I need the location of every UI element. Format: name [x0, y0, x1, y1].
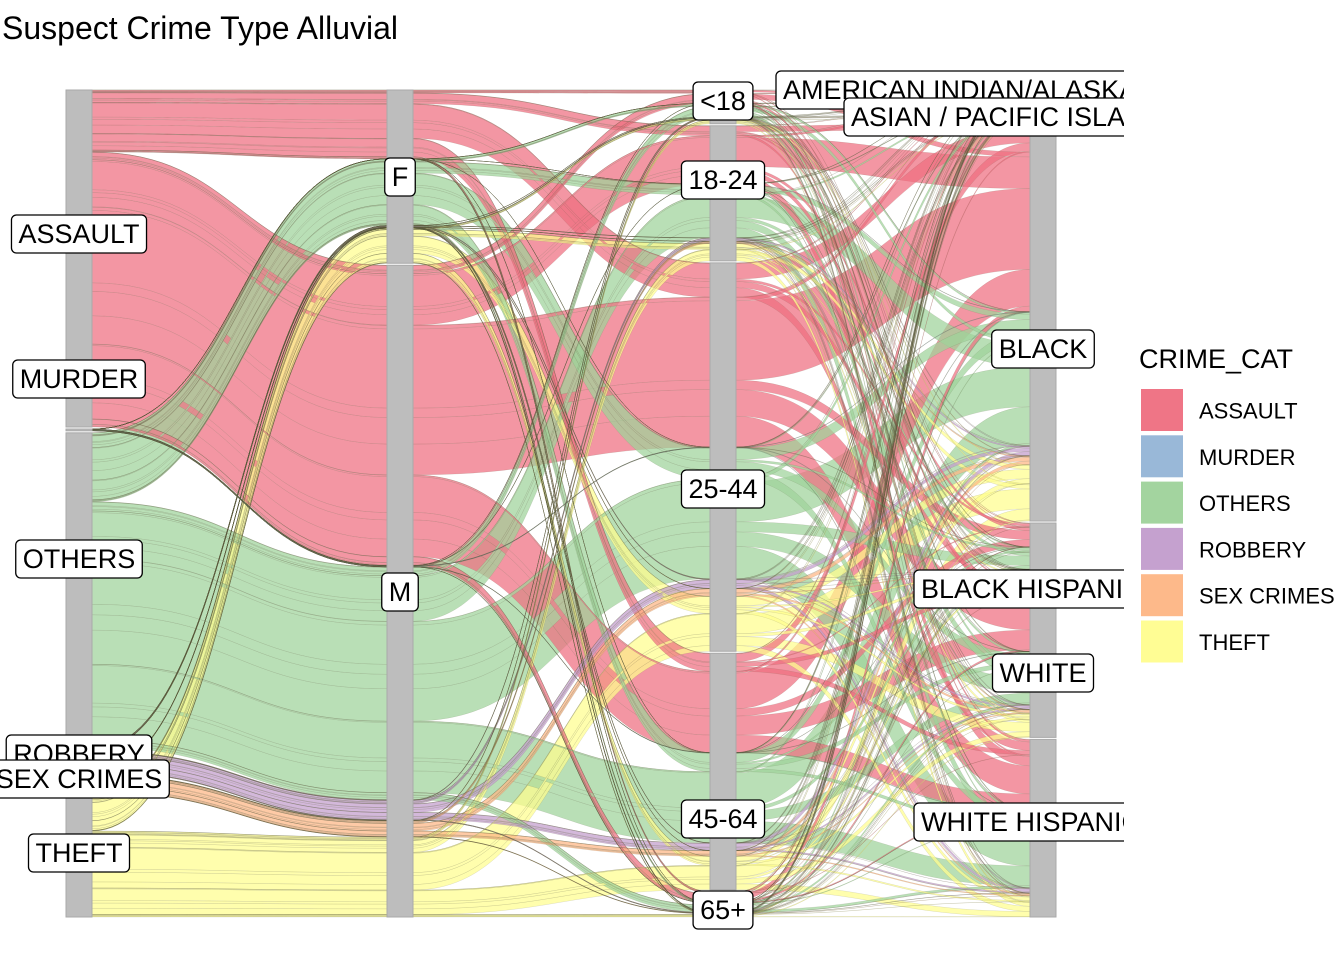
stratum-label-asian-pacific-islander: ASIAN / PACIFIC ISLANDER	[843, 97, 1202, 137]
stratum-label-text: WHITE	[1000, 658, 1087, 688]
stratum-label-text: BLACK HISPANIC	[921, 574, 1143, 604]
stratum-label-text: ASIAN / PACIFIC ISLANDER	[851, 102, 1202, 132]
legend-item-assault: ASSAULT	[1141, 389, 1298, 431]
stratum-bar-others	[65, 432, 93, 748]
stratum-label-theft: THEFT	[27, 833, 131, 873]
stratum-label-black: BLACK	[991, 329, 1095, 369]
legend-title: CRIME_CAT	[1139, 344, 1293, 374]
stratum-label-box	[10, 214, 148, 254]
stratum-label-box	[680, 160, 766, 200]
stratum-label-box	[680, 469, 766, 509]
stratum-label-box	[843, 97, 1124, 137]
legend-label: ASSAULT	[1199, 399, 1298, 424]
stratum-label-box	[27, 833, 131, 873]
stratum-label-45-64: 45-64	[680, 799, 766, 839]
stratum-bar-45-64	[709, 652, 737, 891]
stratum-label-m: M	[381, 572, 419, 612]
flow-theft-0	[91, 908, 388, 915]
legend-swatch	[1141, 574, 1183, 617]
stratum-label-box	[692, 890, 754, 930]
chart-title: Suspect Crime Type Alluvial	[2, 10, 398, 46]
legend-label: SEX CRIMES	[1199, 584, 1335, 609]
legend-swatch	[1141, 435, 1183, 478]
stratum-label-text: 65+	[700, 895, 746, 925]
stratum-label-box	[15, 539, 143, 579]
stratum-label-f: F	[384, 157, 416, 197]
stratum-label-white: WHITE	[991, 653, 1095, 693]
stratum-label-box	[680, 799, 766, 839]
stratum-label-box	[12, 359, 146, 399]
stratum-label-box	[384, 157, 416, 197]
stratum-label-box	[692, 81, 754, 121]
stratum-label-18: <18	[692, 81, 754, 121]
legend-label: OTHERS	[1199, 491, 1291, 516]
legend-swatch	[1141, 481, 1183, 524]
legend-item-murder: MURDER	[1141, 435, 1296, 478]
stratum-label-text: WHITE HISPANIC	[921, 807, 1141, 837]
stratum-label-text: 25-44	[688, 474, 757, 504]
stratum-label-text: F	[392, 162, 409, 192]
alluvium-flows	[91, 89, 1031, 918]
stratum-label-text: ASSAULT	[18, 219, 139, 249]
stratum-label-box	[991, 653, 1095, 693]
stratum-bar-25-44	[709, 262, 737, 652]
legend-label: MURDER	[1199, 445, 1296, 470]
legend-swatch	[1141, 527, 1183, 570]
legend-item-sex-crimes: SEX CRIMES	[1141, 574, 1335, 617]
legend-swatch	[1141, 389, 1183, 431]
stratum-label-sex-crimes: SEX CRIMES	[0, 759, 170, 799]
legend-label: ROBBERY	[1199, 537, 1307, 562]
legend-item-robbery: ROBBERY	[1141, 527, 1307, 570]
stratum-label-text: OTHERS	[23, 544, 136, 574]
stratum-label-box	[913, 802, 1124, 842]
stratum-bar-murder	[65, 428, 93, 432]
stratum-label-box	[381, 572, 419, 612]
stratum-label-text: 45-64	[688, 804, 757, 834]
stratum-label-box	[0, 759, 170, 799]
legend-swatch	[1141, 620, 1183, 663]
stratum-label-text: 18-24	[688, 165, 757, 195]
legend-item-theft: THEFT	[1141, 620, 1270, 663]
stratum-label-text: BLACK	[999, 334, 1088, 364]
stratum-label-box	[913, 569, 1124, 609]
stratum-label-text: M	[389, 577, 412, 607]
legend-label: THEFT	[1199, 630, 1270, 655]
flow-assault-1	[412, 92, 711, 94]
stratum-label-murder: MURDER	[12, 359, 146, 399]
stratum-label-box	[991, 329, 1095, 369]
stratum-label-25-44: 25-44	[680, 469, 766, 509]
stratum-label-text: SEX CRIMES	[0, 764, 162, 794]
stratum-label-white-hispanic: WHITE HISPANIC	[913, 802, 1141, 842]
stratum-label-assault: ASSAULT	[10, 214, 148, 254]
stratum-label-others: OTHERS	[15, 539, 143, 579]
stratum-label-18-24: 18-24	[680, 160, 766, 200]
stratum-label-65: 65+	[692, 890, 754, 930]
fill-legend: CRIME_CAT ASSAULT MURDER OTHERS ROBBERY SEX C…	[1139, 344, 1335, 663]
stratum-label-text: THEFT	[36, 838, 123, 868]
stratum-label-text: MURDER	[20, 364, 139, 394]
stratum-label-black-hispanic: BLACK HISPANIC	[913, 569, 1143, 609]
stratum-bar-black	[1029, 118, 1057, 522]
legend-item-others: OTHERS	[1141, 481, 1291, 524]
stratum-label-text: <18	[700, 86, 746, 116]
